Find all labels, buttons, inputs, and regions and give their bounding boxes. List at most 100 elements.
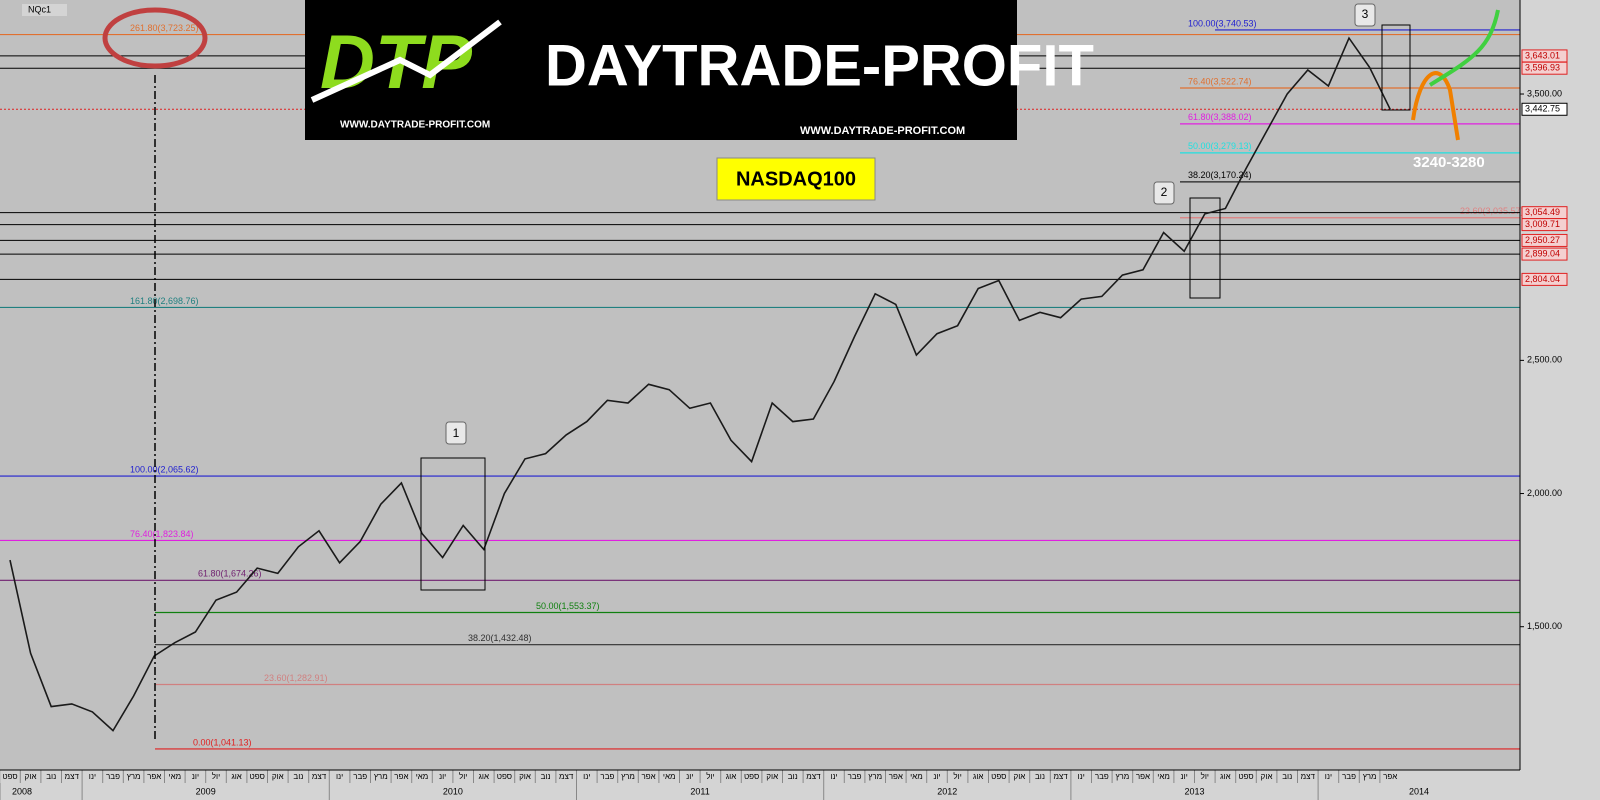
x-tick-label: מרץ	[374, 772, 388, 781]
y-tick-label: 2,500.00	[1527, 355, 1562, 365]
x-tick-label: ספט	[250, 772, 265, 781]
logo-url: WWW.DAYTRADE-PROFIT.COM	[340, 120, 490, 131]
x-tick-label: מאי	[663, 772, 676, 781]
fib-label: 0.00(1,041.13)	[193, 737, 252, 747]
marker-box	[445, 421, 467, 445]
fib-label: 50.00(3,279.13)	[1188, 141, 1252, 151]
x-tick-label: יונ	[933, 772, 940, 781]
y-tick-label: 1,500.00	[1527, 621, 1562, 631]
x-tick-label: יונ	[439, 772, 446, 781]
x-tick-label: יול	[953, 772, 961, 781]
x-tick-label: מרץ	[1363, 772, 1377, 781]
x-tick-label: יול	[459, 772, 467, 781]
x-tick-label: מאי	[168, 772, 181, 781]
fib-label: 76.40(3,522.74)	[1188, 76, 1252, 86]
price-level-label: 3,442.75	[1525, 104, 1560, 114]
fib-label: 23.60(1,282.91)	[264, 673, 328, 683]
x-tick-label: אוק	[272, 772, 284, 781]
x-tick-label: אוק	[1261, 772, 1273, 781]
x-tick-label: אוג	[1220, 772, 1230, 781]
fib-label: 100.00(3,740.53)	[1188, 18, 1257, 28]
x-tick-label: אוג	[726, 772, 736, 781]
year-label: 2012	[937, 786, 957, 796]
projection-up	[1428, 9, 1500, 87]
x-tick-label: דצמ	[559, 772, 574, 781]
price-level-box	[1521, 247, 1568, 261]
x-tick-label: דצמ	[65, 772, 80, 781]
price-level-label: 2,804.04	[1525, 274, 1560, 284]
price-level-label: 3,009.71	[1525, 219, 1560, 229]
fib-label: 50.00(1,553.37)	[536, 601, 600, 611]
x-tick-label: ינו	[1078, 772, 1085, 781]
x-tick-label: ינו	[583, 772, 590, 781]
highlight-box	[420, 457, 486, 591]
year-label: 2009	[196, 786, 216, 796]
price-line	[9, 36, 1391, 732]
highlight-box	[1189, 197, 1221, 299]
x-tick-label: נוב	[293, 772, 303, 781]
x-tick-label: ינו	[830, 772, 837, 781]
marker-box	[1354, 3, 1376, 27]
x-tick-label: אפר	[147, 772, 161, 781]
price-level-label: 3,054.49	[1525, 207, 1560, 217]
price-level-box	[1521, 272, 1568, 286]
x-tick-label: ינו	[89, 772, 96, 781]
x-tick-label: אפר	[394, 772, 408, 781]
x-tick-label: אוק	[1013, 772, 1025, 781]
x-tick-label: נוב	[788, 772, 798, 781]
x-tick-label: אפר	[642, 772, 656, 781]
logo-arrow	[310, 19, 502, 103]
x-tick-label: יונ	[192, 772, 199, 781]
x-tick-label: פבר	[600, 772, 614, 781]
year-label: 2014	[1409, 786, 1429, 796]
x-tick-label: אוק	[519, 772, 531, 781]
x-tick-label: נוב	[541, 772, 551, 781]
x-tick-label: מאי	[910, 772, 923, 781]
year-label: 2013	[1184, 786, 1204, 796]
highlight-box	[1381, 24, 1411, 111]
year-label: 2010	[443, 786, 463, 796]
x-tick-label: אוק	[25, 772, 37, 781]
x-tick-label: יול	[706, 772, 714, 781]
x-tick-label: נוב	[46, 772, 56, 781]
highlight-ellipse	[102, 7, 208, 69]
year-label: 2011	[690, 786, 709, 796]
price-axis-panel	[1520, 0, 1600, 800]
x-tick-label: דצמ	[806, 772, 821, 781]
x-tick-label: פבר	[1095, 772, 1109, 781]
price-level-box	[1521, 61, 1568, 75]
title-box	[716, 157, 876, 201]
y-tick-label: 2,000.00	[1527, 488, 1562, 498]
x-tick-label: מרץ	[868, 772, 882, 781]
fib-label: 100.00(2,065.62)	[130, 464, 199, 474]
symbol-box	[22, 4, 67, 16]
x-tick-label: פבר	[353, 772, 367, 781]
logo-name: DAYTRADE-PROFIT	[545, 33, 1094, 98]
x-tick-label: מאי	[416, 772, 429, 781]
x-tick-label: אפר	[1136, 772, 1150, 781]
target-label: 3240-3280	[1413, 154, 1485, 171]
x-tick-label: אוג	[973, 772, 983, 781]
x-tick-label: ספט	[497, 772, 512, 781]
logo-url: WWW.DAYTRADE-PROFIT.COM	[800, 125, 965, 137]
price-level-label: 3,643.01	[1525, 50, 1560, 60]
x-tick-label: יונ	[686, 772, 693, 781]
fib-label: 23.60(3,035.57)	[1460, 206, 1524, 216]
x-tick-label: נוב	[1035, 772, 1045, 781]
marker-label: 3	[1362, 7, 1369, 21]
x-tick-label: אפר	[1383, 772, 1397, 781]
fib-label: 261.80(3,723.25)	[130, 23, 199, 33]
x-tick-label: ינו	[1325, 772, 1332, 781]
fib-label: 76.40(1,823.84)	[130, 529, 194, 539]
x-tick-label: פבר	[848, 772, 862, 781]
x-tick-label: אוק	[766, 772, 778, 781]
marker-label: 2	[1161, 185, 1168, 199]
fib-label: 161.80(2,698.76)	[130, 296, 199, 306]
x-tick-label: מרץ	[1115, 772, 1129, 781]
fib-label: 61.80(1,674.26)	[198, 569, 262, 579]
chart-title: NASDAQ100	[736, 168, 856, 190]
x-tick-label: מרץ	[621, 772, 635, 781]
